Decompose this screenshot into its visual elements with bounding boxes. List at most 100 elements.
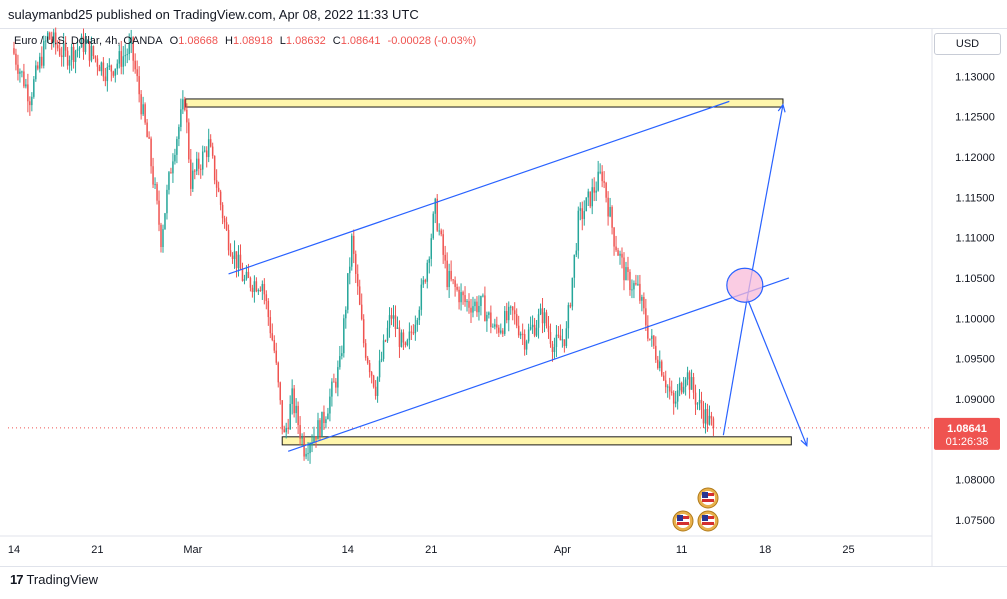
candle-body (66, 50, 69, 66)
candle-body (454, 280, 456, 287)
candle-body (380, 358, 383, 361)
arrowhead-down (800, 437, 808, 447)
candle-body (331, 381, 333, 397)
candle-body (382, 340, 385, 359)
candle-body (273, 340, 276, 351)
candle-body (27, 84, 29, 102)
price-tick-label: 1.08000 (955, 475, 995, 487)
candle-body (617, 250, 619, 256)
candle-body (579, 208, 582, 211)
highlight-circle[interactable] (726, 267, 764, 303)
projection-up-2[interactable] (746, 104, 784, 299)
channel-upper[interactable] (228, 100, 730, 275)
candle-body (309, 444, 311, 454)
candle-body (120, 51, 123, 67)
candle-body (527, 329, 530, 342)
candle-body (251, 287, 254, 293)
candle-body (585, 197, 587, 212)
time-tick-label: 21 (425, 544, 437, 556)
time-tick-label: Mar (183, 544, 202, 556)
candle-body (323, 411, 325, 424)
candle-body (354, 253, 357, 274)
candle-body (227, 229, 230, 251)
candle-body (33, 79, 35, 97)
economic-event-flag-icon[interactable] (697, 510, 719, 532)
candle-body (502, 330, 504, 334)
symbol-legend: Euro / U.S. Dollar, 4h, OANDA O1.08668 H… (14, 35, 480, 47)
candle-body (535, 327, 538, 336)
candle-body (329, 396, 331, 414)
projection-down[interactable] (746, 297, 808, 446)
symbol-name[interactable]: Euro / U.S. Dollar, 4h, OANDA (14, 35, 163, 47)
candle-body (500, 330, 502, 333)
candle-body (229, 250, 232, 256)
candle-body (209, 139, 212, 147)
candle-body (347, 273, 349, 310)
candle-body (446, 260, 448, 288)
candle-body (223, 218, 226, 223)
channel-lower[interactable] (287, 277, 790, 452)
candle-body (708, 415, 711, 425)
candle-body (370, 372, 373, 376)
candle-body (575, 250, 578, 255)
candle-body (523, 334, 526, 350)
candle-body (17, 64, 19, 74)
candle-body (148, 137, 150, 139)
candle-body (319, 420, 321, 437)
price-tick-label: 1.09000 (955, 394, 995, 406)
candle-body (128, 43, 130, 55)
upper-zone[interactable] (185, 98, 784, 108)
candle-body (247, 271, 250, 278)
candle-body (102, 62, 105, 77)
arrowhead-up (777, 103, 786, 113)
candle-body (110, 65, 113, 72)
candle-body (349, 266, 351, 274)
candle-body (219, 191, 222, 205)
candle-body (647, 325, 649, 339)
candle-body (659, 361, 661, 369)
candle-body (557, 334, 560, 336)
price-tick-label: 1.09500 (955, 354, 995, 366)
candle-body (23, 71, 25, 87)
candle-body (41, 56, 43, 66)
price-tick-label: 1.10000 (955, 313, 995, 325)
candle-body (494, 324, 496, 327)
candle-body (15, 53, 17, 65)
candle-body (368, 363, 371, 373)
candle-body (545, 312, 548, 326)
candle-body (430, 238, 433, 259)
price-tick-label: 1.13000 (955, 71, 995, 83)
candle-body (144, 104, 146, 123)
candle-body (492, 326, 494, 328)
candle-body (651, 335, 653, 339)
economic-event-flag-icon[interactable] (697, 487, 719, 509)
candle-body (474, 301, 476, 307)
candle-body (498, 327, 500, 333)
candle-body (267, 300, 270, 318)
candle-body (424, 280, 427, 282)
candle-body (619, 253, 621, 256)
candle-body (13, 48, 15, 54)
candle-body (94, 56, 97, 59)
candle-body (706, 408, 709, 425)
candle-body (605, 182, 607, 198)
lower-zone[interactable] (281, 436, 792, 446)
candle-body (704, 408, 707, 424)
candle-body (100, 62, 103, 72)
time-tick-label: Apr (554, 544, 571, 556)
candle-body (372, 375, 375, 387)
projection-up-1[interactable] (722, 298, 748, 436)
candle-body (680, 382, 683, 393)
tv-logo[interactable]: 17 TradingView (10, 572, 98, 587)
candle-body (325, 419, 327, 424)
currency-button[interactable]: USD (934, 33, 1001, 55)
candle-body (432, 213, 434, 239)
candle-body (86, 41, 89, 43)
candle-body (279, 382, 281, 401)
economic-event-flag-icon[interactable] (672, 510, 694, 532)
change-value: -0.00028 (-0.03%) (387, 35, 477, 47)
candle-body (190, 159, 192, 189)
candle-body (486, 314, 488, 322)
candle-body (426, 262, 429, 282)
